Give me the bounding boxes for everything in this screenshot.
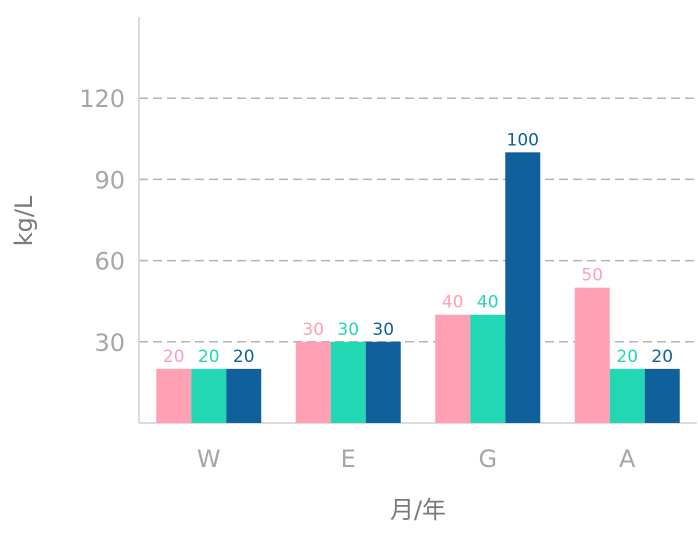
- data-label: 20: [616, 347, 638, 367]
- tick-labels: 30 60 90 120 W E G A: [79, 85, 636, 473]
- data-label: 20: [651, 347, 673, 367]
- x-tick-label: E: [341, 445, 356, 473]
- bar-W-series-2: [191, 368, 227, 423]
- bar-E-series-3: [365, 341, 401, 423]
- bar-W-series-3: [226, 368, 262, 423]
- gridlines: [139, 97, 697, 343]
- bar-E-series-2: [330, 341, 366, 423]
- y-tick-label: 120: [79, 85, 125, 113]
- bar-W-series-1: [156, 368, 192, 423]
- bar-G-series-1: [435, 314, 471, 423]
- bar-A-series-1: [574, 287, 610, 423]
- y-tick-label: 30: [94, 329, 125, 357]
- data-label: 20: [198, 347, 220, 367]
- bar-E-series-1: [295, 341, 331, 423]
- x-tick-label: A: [619, 445, 636, 473]
- bars: [156, 152, 680, 424]
- data-labels: 20 20 20 30 30 30 40 40 100 50 20 20: [163, 130, 673, 367]
- data-label: 40: [477, 293, 499, 313]
- bar-G-series-3: [505, 152, 541, 424]
- data-label: 20: [163, 347, 185, 367]
- data-label: 50: [581, 266, 603, 286]
- bar-A-series-2: [609, 368, 645, 423]
- data-label: 30: [302, 320, 324, 340]
- y-tick-label: 60: [94, 248, 125, 276]
- data-label: 30: [372, 320, 394, 340]
- axes: [138, 17, 697, 424]
- y-tick-label: 90: [94, 166, 125, 194]
- data-label: 40: [442, 293, 464, 313]
- y-axis-title: kg/L: [10, 195, 38, 246]
- x-tick-label: G: [478, 445, 497, 473]
- x-axis-title: 月/年: [390, 496, 446, 524]
- data-label: 100: [507, 130, 539, 150]
- data-label: 20: [233, 347, 255, 367]
- bar-A-series-3: [644, 368, 680, 423]
- data-label: 30: [337, 320, 359, 340]
- x-tick-label: W: [197, 445, 221, 473]
- bar-G-series-2: [470, 314, 506, 423]
